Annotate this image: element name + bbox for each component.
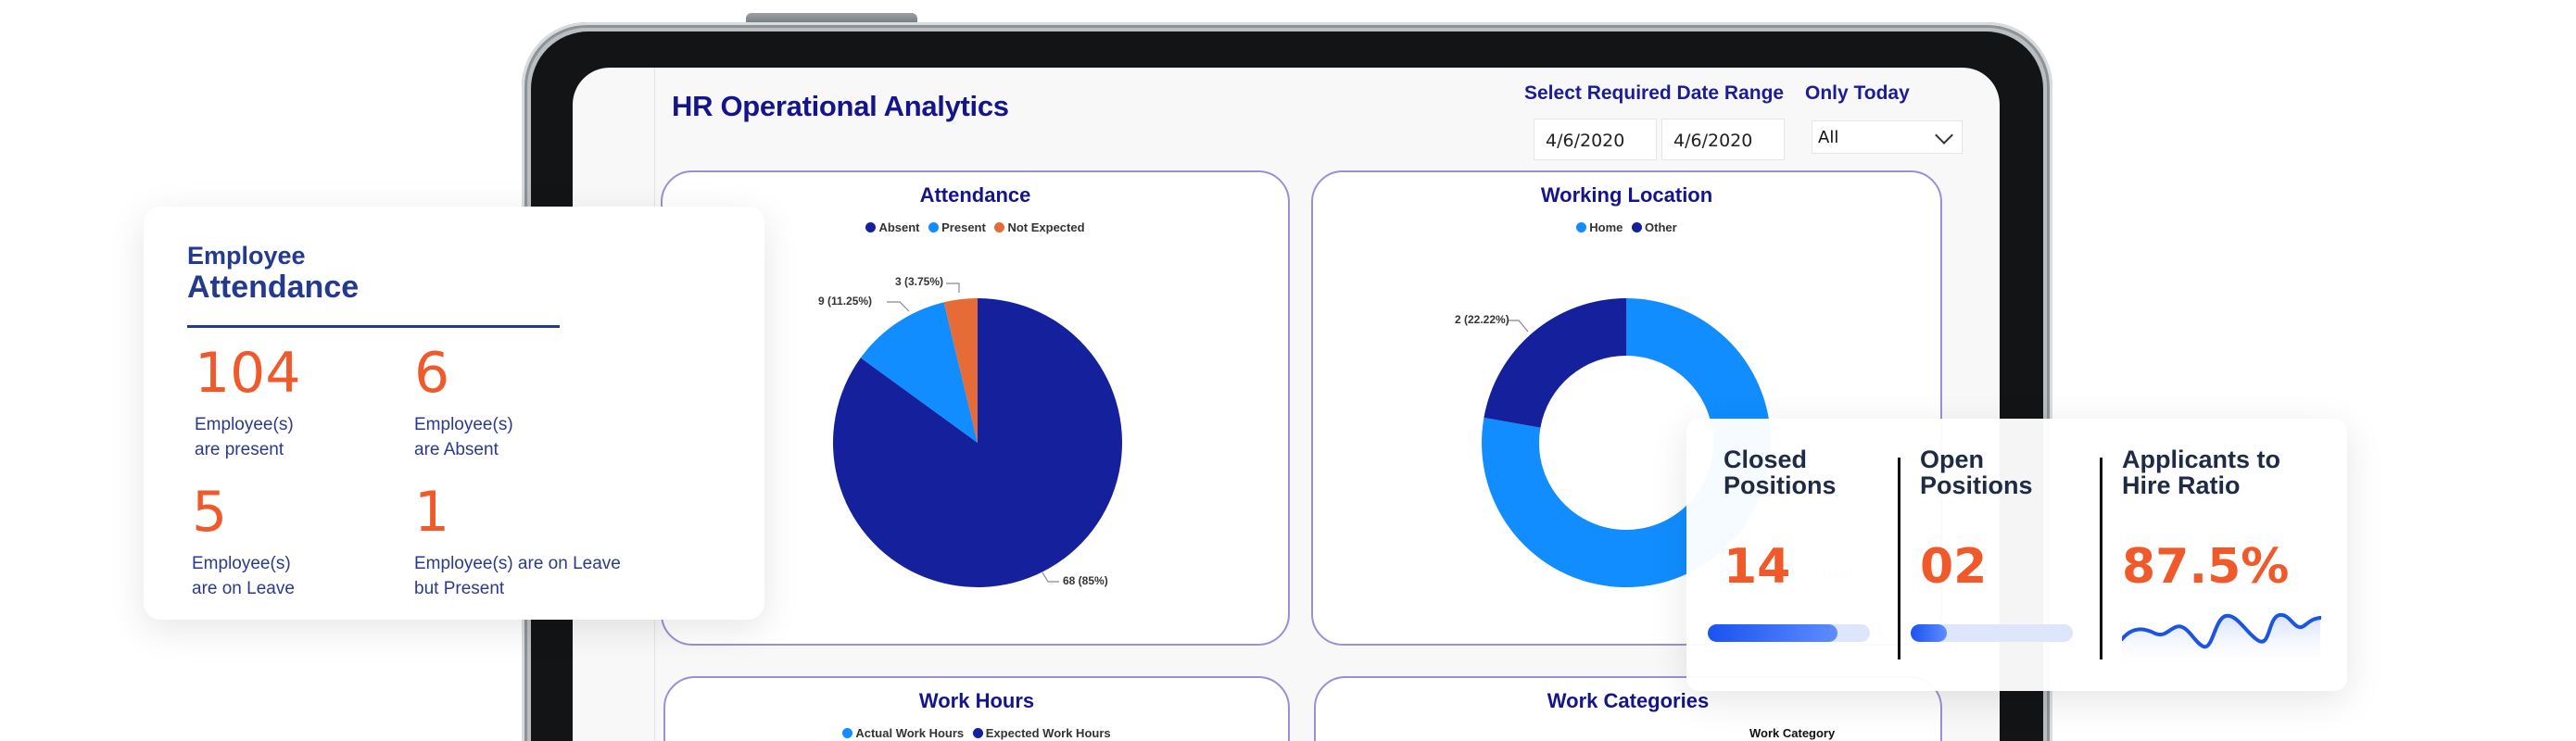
legend-item-not-expected[interactable]: Not Expected [994,220,1085,234]
stat-value: 104 [195,341,301,406]
kpi-divider [1898,458,1900,659]
kpi-value: 14 [1724,539,1791,595]
stat-present: 104 Employee(s) are present [195,345,301,462]
stat-value: 5 [192,480,228,545]
attendance-chart-card[interactable]: Attendance Absent Present Not Expected 3… [661,170,1290,646]
stat-on-leave: 5 Employee(s) are on Leave [192,484,295,601]
data-label-other: 2 (22.22%) [1455,313,1509,326]
dropdown-value: All [1818,128,1839,147]
attendance-chart-title: Attendance [919,183,1031,207]
chevron-down-icon [1935,126,1953,144]
work-hours-legend: Actual Work Hours Expected Work Hours [665,726,1288,740]
kpi-title: Applicants to Hire Ratio [2122,446,2281,499]
legend-label: Not Expected [1007,220,1085,234]
end-date-input[interactable]: 4/6/2020 [1661,119,1785,160]
kpi-title: Open Positions [1920,446,2033,499]
open-positions-kpi: Open Positions 02 [1901,419,2115,691]
legend-dot-icon [842,728,853,738]
stat-absent: 6 Employee(s) are Absent [414,345,513,462]
work-hours-chart-card[interactable]: Work Hours Actual Work Hours Expected Wo… [663,676,1290,741]
kpi-title: Closed Positions [1724,446,1837,499]
heading-divider [187,325,560,328]
stat-description: Employee(s) are present [195,415,294,459]
only-today-dropdown[interactable]: All [1812,120,1963,154]
start-date-input[interactable]: 4/6/2020 [1534,119,1657,160]
page-title: HR Operational Analytics [672,90,1009,122]
open-positions-progress [1911,624,2073,642]
applicants-hire-ratio-kpi: Applicants to Hire Ratio 87.5% [2103,419,2347,691]
progress-fill [1911,624,1947,642]
attendance-legend: Absent Present Not Expected [663,220,1288,234]
stat-description: Employee(s) are on Leave but Present [414,554,621,598]
legend-label: Home [1589,220,1623,234]
ratio-sparkline [2122,612,2321,669]
legend-item-present[interactable]: Present [928,220,986,234]
legend-item-expected-hours[interactable]: Expected Work Hours [972,726,1111,740]
work-categories-chart-title: Work Categories [1547,689,1710,712]
data-label-absent: 68 (85%) [1063,574,1108,587]
stat-value: 1 [414,480,450,545]
employee-attendance-heading: Employee [187,242,306,270]
legend-label: Absent [878,220,920,234]
employee-attendance-heading-line2: Attendance [187,270,360,305]
legend-label: Expected Work Hours [985,726,1111,740]
stat-leave-but-present: 1 Employee(s) are on Leave but Present [414,484,621,601]
legend-dot-icon [1576,222,1587,232]
positions-card: Closed Positions 14 Open Positions 02 Appl… [1686,419,2347,691]
kpi-value: 87.5% [2122,539,2290,595]
progress-fill [1708,624,1837,642]
data-label-not-expected: 3 (3.75%) [895,275,944,288]
closed-positions-progress [1708,624,1870,642]
working-location-legend: Home Other [1313,220,1940,234]
legend-label: Actual Work Hours [855,726,965,740]
work-category-legend-title: Work Category [1749,726,1836,740]
attendance-pie-chart[interactable] [663,172,1292,647]
closed-positions-kpi: Closed Positions 14 [1686,419,1888,691]
legend-dot-icon [994,222,1005,232]
stat-value: 6 [414,341,450,406]
legend-item-actual-hours[interactable]: Actual Work Hours [842,726,964,740]
employee-attendance-card: Employee Attendance 104 Employee(s) are p… [144,207,764,620]
stat-description: Employee(s) are on Leave [192,554,295,598]
date-range-label: Select Required Date Range [1524,82,1785,104]
legend-item-other[interactable]: Other [1632,220,1677,234]
kpi-value: 02 [1920,539,1988,595]
work-hours-chart-title: Work Hours [918,689,1035,712]
kpi-divider [2100,458,2102,659]
working-location-chart-title: Working Location [1540,183,1713,207]
legend-label: Other [1645,220,1677,234]
legend-dot-icon [1632,222,1643,232]
legend-label: Present [941,220,986,234]
stat-description: Employee(s) are Absent [414,415,513,459]
legend-item-absent[interactable]: Absent [865,220,920,234]
data-label-present: 9 (11.25%) [818,295,873,308]
legend-dot-icon [972,728,983,738]
dashboard-screen: HR Operational Analytics Select Required… [573,68,2000,741]
legend-item-home[interactable]: Home [1576,220,1623,234]
legend-dot-icon [928,222,940,232]
legend-dot-icon [865,222,877,232]
only-today-label: Only Today [1805,82,1910,104]
